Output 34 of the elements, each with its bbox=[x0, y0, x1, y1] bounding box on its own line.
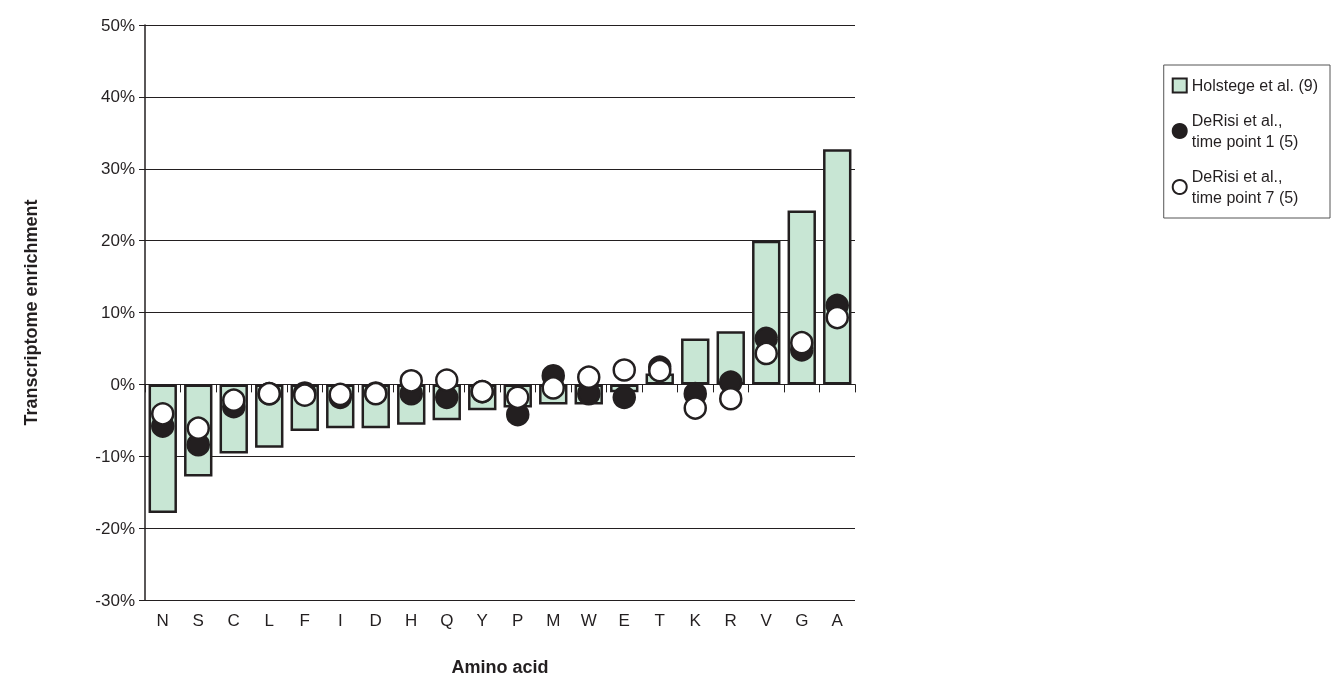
y-tick-label: 0% bbox=[110, 374, 135, 394]
x-tick-label: R bbox=[724, 611, 737, 630]
y-axis-title: Transcriptome enrichment bbox=[21, 199, 41, 426]
y-tick-label: 10% bbox=[100, 303, 135, 322]
legend-label: Holstege et al. (9) bbox=[1191, 77, 1318, 94]
y-tick-label: 50% bbox=[100, 15, 135, 35]
x-tick-label: Y bbox=[476, 611, 488, 630]
legend-label: DeRisi et al., time point 7 (5) bbox=[1191, 168, 1299, 206]
x-tick-label: M bbox=[546, 611, 561, 630]
x-tick-label: A bbox=[831, 611, 844, 630]
y-tick-label: -20% bbox=[95, 518, 135, 538]
x-tick-label: I bbox=[337, 611, 343, 630]
x-tick-label: W bbox=[580, 611, 597, 630]
x-tick-label: V bbox=[760, 611, 773, 630]
x-axis-title: Amino acid bbox=[451, 657, 549, 677]
x-tick-label: L bbox=[264, 611, 274, 630]
legend-label: DeRisi et al., time point 1 (5) bbox=[1191, 112, 1299, 150]
x-tick-label: D bbox=[369, 611, 382, 630]
y-tick-label: -10% bbox=[95, 446, 135, 466]
x-tick-label: N bbox=[156, 611, 169, 630]
x-tick-label: S bbox=[192, 611, 204, 630]
x-tick-label: E bbox=[618, 611, 630, 630]
x-tick-label: T bbox=[654, 611, 665, 630]
x-tick-label: C bbox=[227, 611, 240, 630]
x-tick-label: F bbox=[299, 611, 310, 630]
x-tick-label: K bbox=[689, 611, 702, 630]
x-tick-label: P bbox=[512, 611, 524, 630]
y-tick-label: 20% bbox=[100, 231, 135, 251]
x-tick-label: H bbox=[405, 611, 418, 630]
y-tick-label: -30% bbox=[95, 590, 135, 610]
y-tick-label: 40% bbox=[100, 87, 135, 107]
x-tick-label: G bbox=[795, 611, 809, 630]
y-tick-label: 30% bbox=[100, 159, 135, 179]
x-tick-label: Q bbox=[440, 611, 454, 630]
